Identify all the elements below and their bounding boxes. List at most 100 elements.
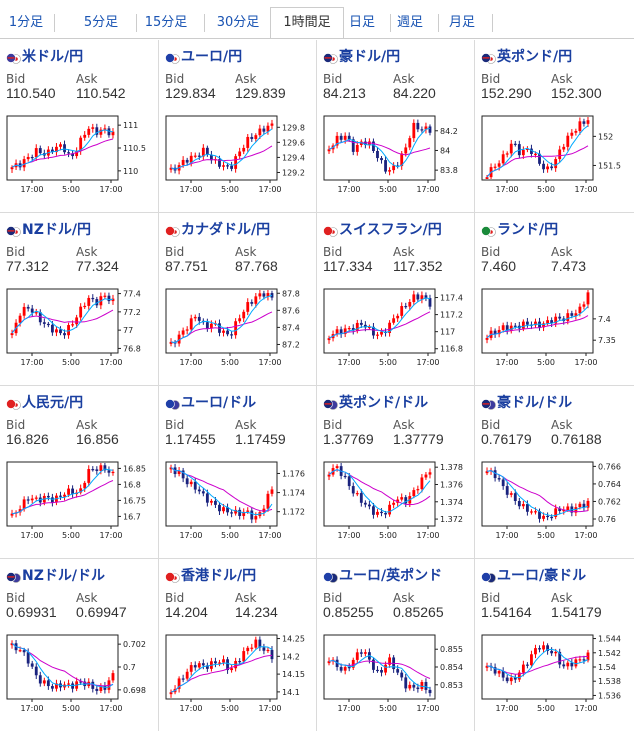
- candlestick-chart[interactable]: 87.887.687.487.217:00 5:00 17:00: [163, 285, 315, 367]
- x-tick-label: 17:00: [20, 185, 43, 194]
- ask-label: Ask: [393, 72, 415, 86]
- candle-down: [530, 148, 533, 154]
- candle-up: [234, 509, 238, 514]
- candle-down: [501, 479, 505, 487]
- candle-down: [351, 328, 355, 331]
- candle-down: [558, 651, 562, 665]
- currency-pair-link[interactable]: スイスフラン/円: [339, 222, 442, 238]
- candle-down: [30, 663, 34, 667]
- candle-up: [197, 663, 201, 668]
- currency-pair-link[interactable]: 人民元/円: [22, 395, 84, 411]
- currency-pair-link[interactable]: ユーロ/円: [181, 49, 243, 65]
- candle-up: [420, 477, 424, 490]
- currency-pair-link[interactable]: 英ポンド/円: [497, 49, 573, 65]
- moving-average-short: [11, 129, 114, 168]
- x-tick-label: 17:00: [258, 358, 281, 367]
- currency-pair-link[interactable]: NZドル/円: [22, 222, 91, 238]
- tab-7[interactable]: 月足: [448, 15, 475, 30]
- currency-pair-link[interactable]: 米ドル/円: [22, 49, 84, 65]
- currency-pair-link[interactable]: 香港ドル/円: [181, 568, 257, 584]
- candlestick-chart[interactable]: 0.855 0.854 0.853 17:00 5:00 17:00: [321, 631, 473, 713]
- candle-up: [99, 685, 103, 691]
- candle-down: [270, 649, 274, 660]
- tab-separator: [204, 14, 205, 32]
- candlestick-chart[interactable]: 1.176 1.174 1.172 17:00 5:00 17:00: [163, 458, 315, 540]
- tab-5[interactable]: 日足: [348, 15, 375, 30]
- cn-jp-flag-icon: [6, 395, 21, 410]
- tab-3[interactable]: 30分足: [216, 15, 260, 30]
- tab-0[interactable]: 1分足: [8, 15, 44, 30]
- candle-up: [408, 138, 412, 148]
- candle-down: [513, 325, 517, 327]
- candle-down: [582, 503, 586, 508]
- y-tick-label: 1.172: [282, 508, 305, 517]
- x-tick-label: 5:00: [62, 704, 80, 713]
- au-us-flag-icon: [481, 395, 496, 410]
- candle-down: [416, 687, 420, 690]
- tab-2[interactable]: 15分足: [144, 15, 188, 30]
- candle-up: [169, 692, 173, 695]
- bid-price: 1.54164: [481, 604, 532, 620]
- currency-pair-link[interactable]: ランド/円: [497, 222, 559, 238]
- candle-up: [355, 652, 359, 660]
- ca-jp-flag-icon: [165, 222, 180, 237]
- candle-down: [372, 326, 375, 336]
- candle-down: [376, 150, 379, 159]
- candle-up: [534, 648, 537, 655]
- chart-frame: [323, 288, 436, 354]
- candlestick-chart[interactable]: 84.2 84 83.8 17:00 5:00 17:00: [321, 112, 473, 194]
- candle-down: [525, 321, 529, 325]
- candlestick-chart[interactable]: 152 151.5 17:00 5:00 17:00: [479, 112, 631, 194]
- currency-pair-link[interactable]: NZドル/ドル: [22, 568, 105, 584]
- candle-up: [509, 325, 513, 331]
- tab-4[interactable]: 1時間足: [270, 7, 344, 38]
- candle-up: [42, 680, 46, 684]
- candle-down: [205, 665, 209, 669]
- rate-card: 豪ドル/ドル Bid 0.76179 Ask 0.76188 0.766 0.764 0.76…: [475, 386, 633, 558]
- rate-card: 香港ドル/円 Bid 14.204 Ask 14.234 14.25 14.2 14.15 14…: [159, 559, 317, 731]
- candle-down: [416, 294, 420, 300]
- rate-card: ユーロ/ドル Bid 1.17455 Ask 1.17459 1.176 1.174 1.17…: [159, 386, 317, 558]
- candle-up: [404, 147, 408, 154]
- candle-down: [372, 659, 375, 670]
- candle-down: [493, 667, 497, 674]
- tab-6[interactable]: 週足: [396, 15, 423, 30]
- candle-down: [550, 166, 554, 169]
- candlestick-chart[interactable]: 16.85 16.8 16.75 16.7 17:00 5:00 17:00: [4, 458, 156, 540]
- rate-card: NZドル/円 Bid 77.312 Ask 77.324 77.4 77.2 77 76.8 17…: [0, 213, 158, 385]
- currency-pair-link[interactable]: ユーロ/英ポンド: [339, 568, 443, 584]
- currency-pair-link[interactable]: 豪ドル/円: [339, 49, 401, 65]
- candle-up: [562, 146, 566, 150]
- candle-up: [355, 493, 359, 495]
- rate-chart-grid: 米ドル/円 Bid 110.540 Ask 110.542 111 110.5 110 17:0…: [0, 40, 634, 731]
- x-tick-label: 17:00: [20, 358, 43, 367]
- candle-up: [87, 469, 91, 483]
- tab-1[interactable]: 5分足: [83, 15, 119, 30]
- gb-us-flag-icon: [323, 395, 338, 410]
- bid-price: 1.37769: [323, 431, 374, 447]
- currency-pair-link[interactable]: カナダドル/円: [181, 222, 271, 238]
- eu-gb-flag-icon: [323, 568, 338, 583]
- x-tick-label: 17:00: [179, 531, 202, 540]
- candle-up: [574, 313, 578, 316]
- candle-down: [582, 659, 586, 661]
- candle-up: [521, 504, 525, 507]
- ask-price: 0.69947: [76, 604, 127, 620]
- y-tick-label: 1.544: [598, 635, 621, 644]
- candlestick-chart[interactable]: 7.4 7.35 17:00 5:00 17:00: [479, 285, 631, 367]
- moving-average-short: [486, 648, 589, 679]
- currency-pair-link[interactable]: 英ポンド/ドル: [339, 395, 429, 411]
- candles: [169, 290, 274, 348]
- currency-pair-link[interactable]: ユーロ/豪ドル: [497, 568, 587, 584]
- currency-pair-link[interactable]: 豪ドル/ドル: [497, 395, 573, 411]
- currency-pair-link[interactable]: ユーロ/ドル: [181, 395, 257, 411]
